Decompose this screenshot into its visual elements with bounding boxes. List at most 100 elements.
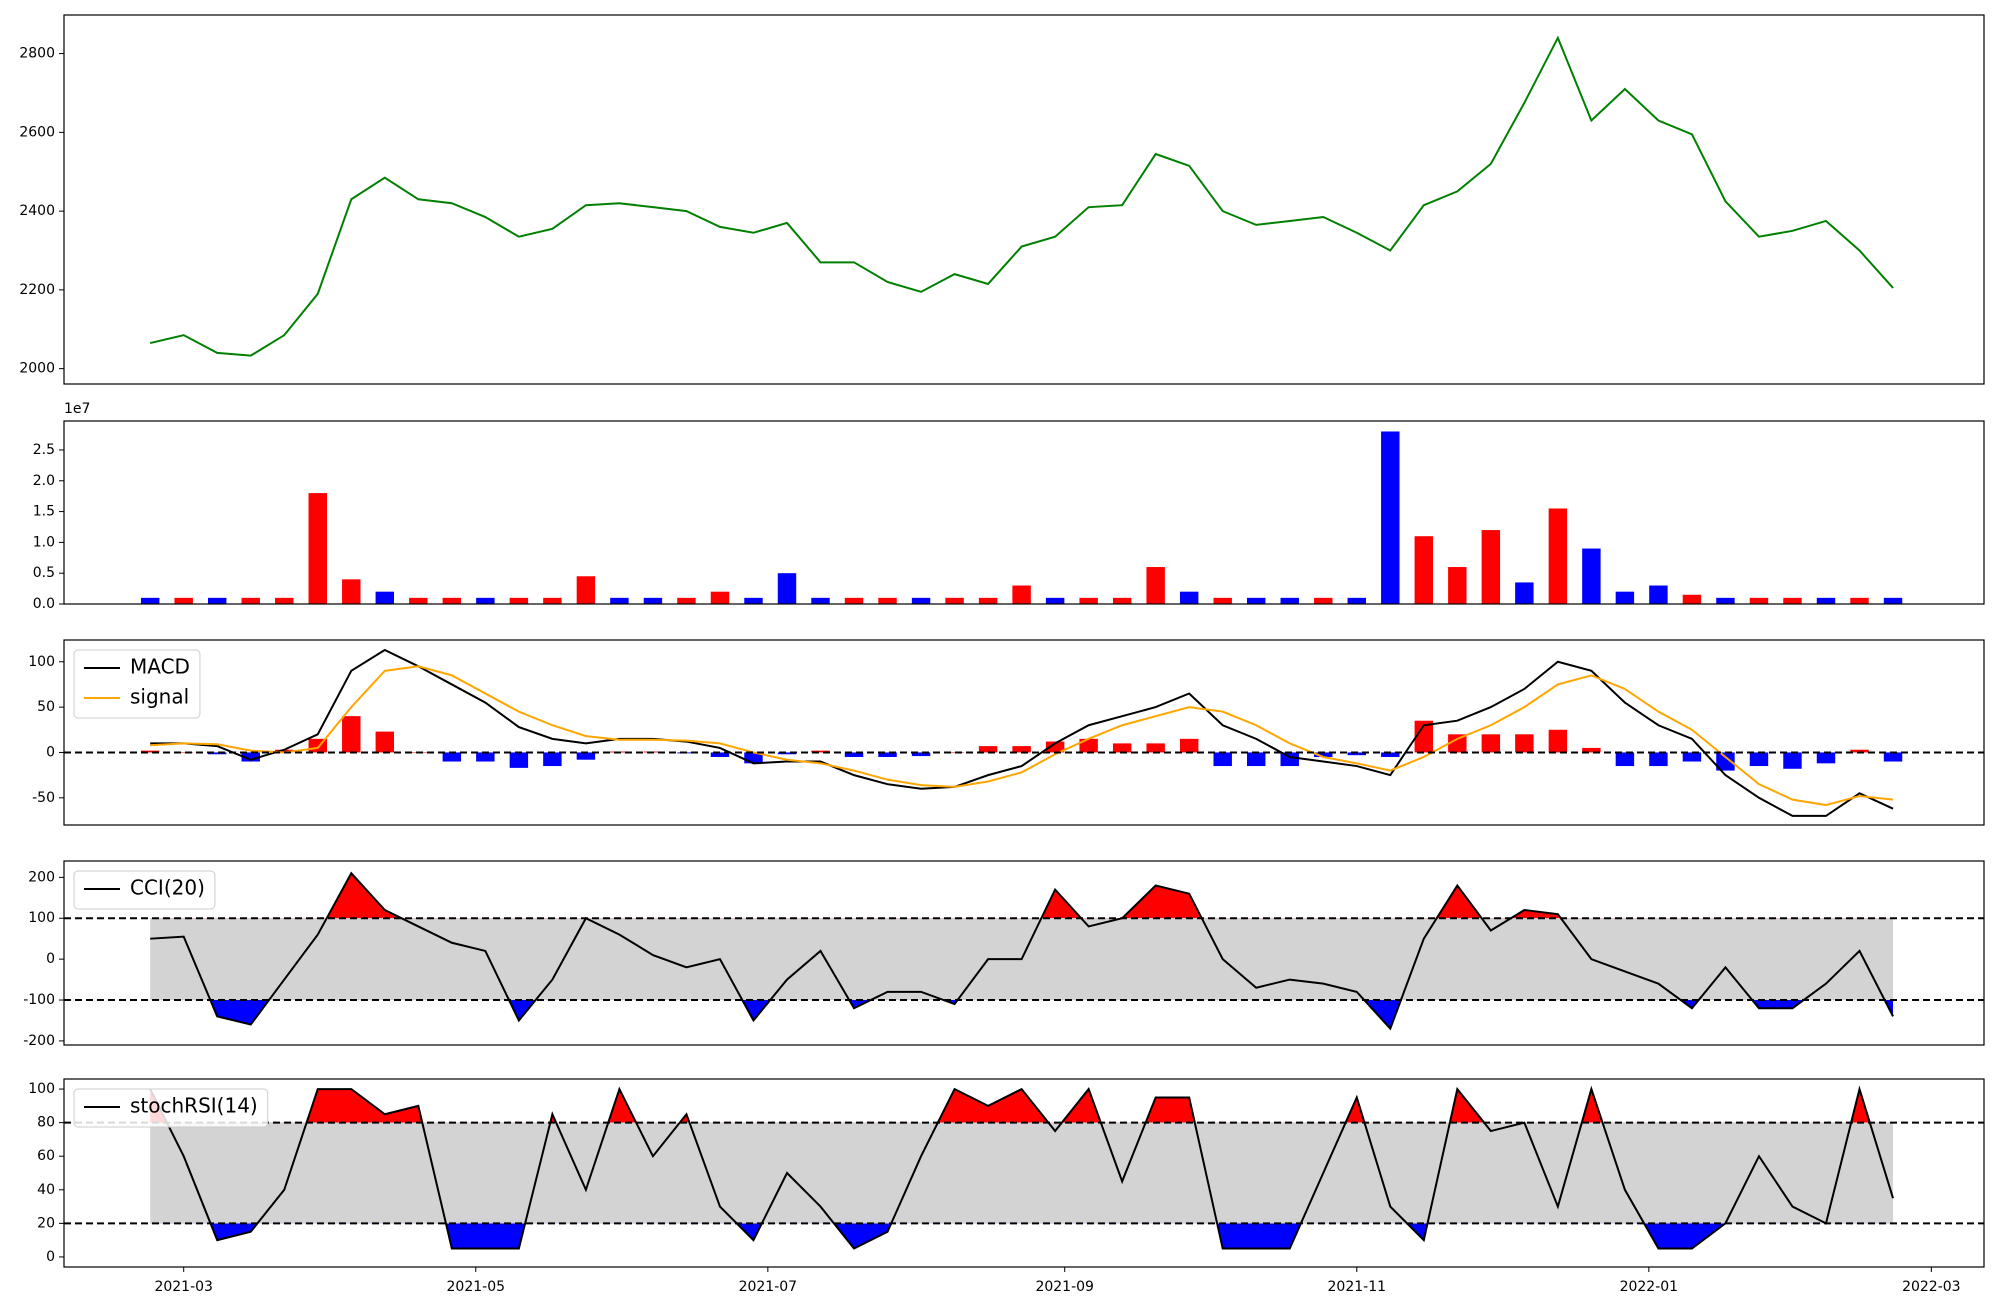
- bar: [911, 597, 931, 604]
- legend: CCI(20): [73, 870, 216, 910]
- bar: [174, 597, 193, 604]
- bar: [1548, 508, 1568, 604]
- bar: [1079, 597, 1098, 604]
- bar: [811, 597, 830, 604]
- bar: [543, 597, 562, 604]
- bar: [1012, 746, 1031, 753]
- lower-fill: [150, 1223, 1894, 1249]
- x-tick-label: 2022-01: [1620, 1279, 1679, 1295]
- bar: [174, 752, 193, 753]
- bar: [978, 597, 998, 604]
- y-tick-label: 0.5: [33, 565, 55, 581]
- bar: [1716, 752, 1735, 771]
- y-tick-label: 100: [28, 910, 55, 926]
- bar: [1314, 752, 1333, 757]
- panel-frame: [63, 14, 1985, 385]
- bar: [1615, 591, 1635, 604]
- x-tick-label: 2021-09: [1035, 1279, 1094, 1295]
- y-tick-label: 2800: [19, 46, 55, 62]
- bar: [308, 493, 327, 604]
- axis-offset: 1e7: [64, 401, 90, 417]
- bar: [1682, 752, 1702, 762]
- bar: [1280, 752, 1299, 767]
- bar: [1783, 597, 1802, 604]
- bar: [677, 597, 696, 604]
- bar: [1515, 734, 1534, 753]
- bar: [1816, 752, 1836, 764]
- bar: [844, 597, 864, 604]
- bar: [1749, 752, 1769, 767]
- bar: [1381, 752, 1400, 757]
- bar: [543, 752, 562, 767]
- bar: [1783, 752, 1802, 769]
- bar: [375, 731, 395, 753]
- bar: [945, 752, 964, 753]
- y-tick-label: 2600: [19, 124, 55, 140]
- bar: [241, 597, 260, 604]
- legend-label: MACD: [130, 655, 190, 679]
- bar: [643, 597, 663, 604]
- plot-area: [140, 648, 1903, 817]
- bar: [1515, 582, 1534, 604]
- bar: [777, 752, 797, 755]
- bar: [1615, 752, 1635, 767]
- bar: [275, 597, 294, 604]
- y-tick-label: 100: [28, 1081, 55, 1097]
- bar: [1448, 567, 1467, 604]
- y-tick-label: 200: [28, 869, 55, 885]
- bar: [1481, 530, 1501, 604]
- y-tick-label: 0: [46, 951, 55, 967]
- bar: [610, 597, 629, 604]
- legend: MACD signal: [73, 649, 201, 719]
- bar: [342, 716, 361, 753]
- bar: [375, 591, 395, 604]
- line: [150, 665, 1894, 807]
- bar: [409, 597, 428, 604]
- legend-label: signal: [130, 685, 189, 709]
- bar: [442, 752, 462, 762]
- bar: [476, 597, 495, 604]
- plot-area: [149, 1085, 1894, 1250]
- y-tick-label: 2.5: [33, 442, 55, 458]
- y-tick-label: 2200: [19, 282, 55, 298]
- bar: [1582, 548, 1601, 604]
- legend: stochRSI(14): [73, 1088, 269, 1128]
- bar: [744, 597, 763, 604]
- line: [150, 648, 1894, 817]
- panel: 0.0 0.5 1.0 1.5 2.0 2.5 1e7: [33, 401, 1985, 612]
- x-tick-label: 2022-03: [1902, 1279, 1961, 1295]
- y-tick-label: 1.0: [33, 534, 55, 550]
- bar: [140, 750, 160, 753]
- bar: [576, 576, 596, 604]
- plot-area: [140, 431, 1903, 604]
- y-tick-label: 0.0: [33, 596, 55, 612]
- bar: [878, 597, 897, 604]
- bar: [442, 597, 462, 604]
- bar: [1314, 597, 1333, 604]
- bar: [710, 591, 730, 604]
- upper-fill: [150, 873, 1894, 919]
- y-tick-label: 80: [37, 1115, 55, 1131]
- bar: [1649, 752, 1668, 767]
- bar: [1247, 597, 1266, 604]
- y-tick-label: 2400: [19, 203, 55, 219]
- bar: [1146, 743, 1165, 753]
- y-tick-label: 40: [37, 1182, 55, 1198]
- panel: 0 20 40 60 80 100 2021-03 2021-05 2021-07 2021-09…: [28, 1078, 1985, 1295]
- bar: [1816, 597, 1836, 604]
- bar: [777, 573, 797, 604]
- x-tick-label: 2021-07: [739, 1279, 798, 1295]
- bar: [1883, 597, 1903, 604]
- bar: [1179, 738, 1199, 753]
- bar: [1582, 747, 1601, 753]
- bar: [1347, 597, 1366, 604]
- bar: [476, 752, 495, 762]
- panel: 2000 2200 2400 2600 2800: [19, 14, 1985, 385]
- bar: [208, 597, 227, 604]
- bar: [844, 752, 864, 757]
- bar: [509, 752, 529, 768]
- bar: [710, 752, 730, 757]
- panel-frame: [63, 1078, 1985, 1268]
- y-tick-label: 0: [46, 744, 55, 760]
- bar: [1347, 752, 1366, 756]
